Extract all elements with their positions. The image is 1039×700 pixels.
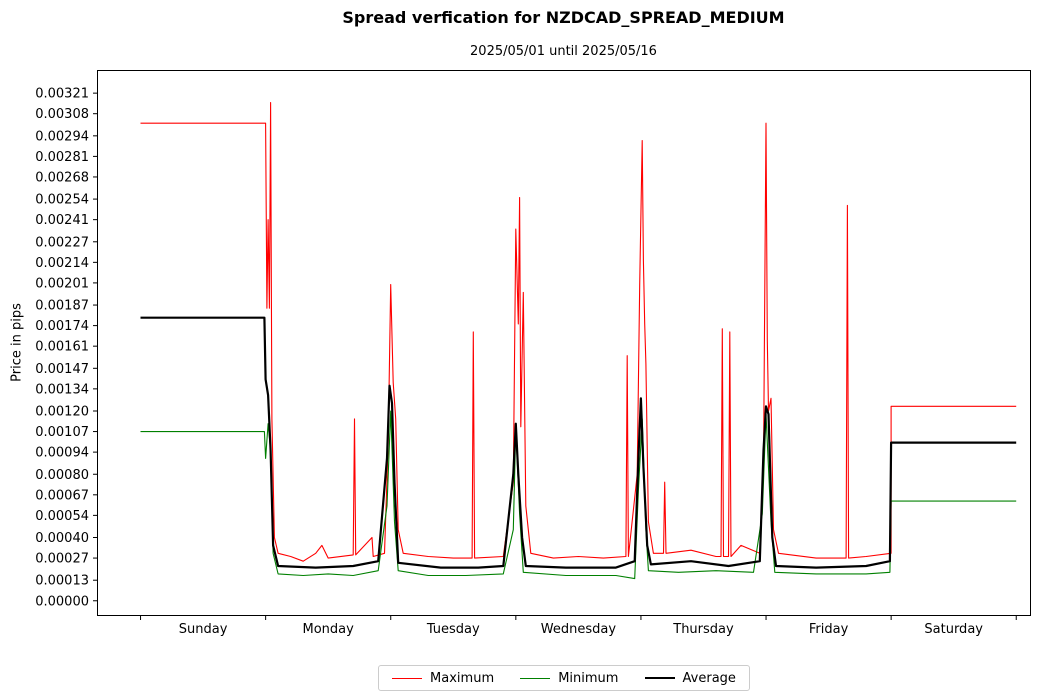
legend-label-average: Average xyxy=(682,670,736,686)
x-tick-label: Saturday xyxy=(924,622,983,637)
y-tick-label: 0.00094 xyxy=(35,446,89,461)
y-tick-label: 0.00308 xyxy=(35,107,89,122)
x-tick-label: Monday xyxy=(303,622,355,637)
y-tick-label: 0.00080 xyxy=(35,468,89,483)
chart-subtitle: 2025/05/01 until 2025/05/16 xyxy=(470,44,657,59)
legend-swatch-maximum xyxy=(392,677,423,679)
y-tick-label: 0.00040 xyxy=(35,531,89,546)
legend-label-minimum: Minimum xyxy=(558,670,619,686)
x-tick-label: Sunday xyxy=(179,622,228,637)
y-tick-label: 0.00147 xyxy=(35,362,89,377)
legend-item-minimum: Minimum xyxy=(520,671,618,686)
y-tick-label: 0.00214 xyxy=(35,256,89,271)
legend: Maximum Minimum Average xyxy=(378,665,750,691)
y-tick-label: 0.00067 xyxy=(35,488,89,503)
y-tick-label: 0.00241 xyxy=(35,213,89,228)
x-tick-label: Friday xyxy=(809,622,849,637)
y-tick-label: 0.00054 xyxy=(35,509,89,524)
legend-swatch-average xyxy=(644,677,675,679)
series-line-average xyxy=(140,316,1017,569)
y-tick-label: 0.00281 xyxy=(35,150,89,165)
x-tick-label: Tuesday xyxy=(426,622,480,637)
y-axis: 0.00000 0.00013 0.00027 0.00040 0.00054 0.000… xyxy=(35,87,98,609)
y-tick-label: 0.00027 xyxy=(35,552,89,567)
y-tick-label: 0.00294 xyxy=(35,129,89,144)
x-tick-label: Thursday xyxy=(672,622,734,637)
y-tick-label: 0.00134 xyxy=(35,382,89,397)
y-tick-label: 0.00000 xyxy=(35,594,89,609)
legend-item-maximum: Maximum xyxy=(392,671,494,686)
y-tick-label: 0.00174 xyxy=(35,319,89,334)
y-tick-label: 0.00161 xyxy=(35,340,89,355)
legend-swatch-minimum xyxy=(520,677,551,679)
legend-label-maximum: Maximum xyxy=(430,670,495,686)
plot-frame xyxy=(97,70,1031,616)
y-tick-label: 0.00321 xyxy=(35,87,89,102)
y-tick-label: 0.00120 xyxy=(35,405,89,420)
series-line-maximum xyxy=(140,102,1017,562)
x-tick-label: Wednesday xyxy=(541,622,617,637)
y-tick-label: 0.00227 xyxy=(35,235,89,250)
y-tick-label: 0.00201 xyxy=(35,276,89,291)
y-tick-label: 0.00268 xyxy=(35,170,89,185)
y-tick-label: 0.00107 xyxy=(35,425,89,440)
y-tick-label: 0.00013 xyxy=(35,574,89,589)
chart-title: Spread verfication for NZDCAD_SPREAD_MED… xyxy=(342,8,785,27)
y-tick-label: 0.00187 xyxy=(35,299,89,314)
legend-item-average: Average xyxy=(644,670,736,686)
x-axis: Sunday Monday Tuesday Wednesday Thursday Frid… xyxy=(140,615,1017,637)
plot-area: 0.00000 0.00013 0.00027 0.00040 0.00054 0.000… xyxy=(35,70,1031,637)
series-layer xyxy=(140,102,1017,580)
y-tick-label: 0.00254 xyxy=(35,193,89,208)
